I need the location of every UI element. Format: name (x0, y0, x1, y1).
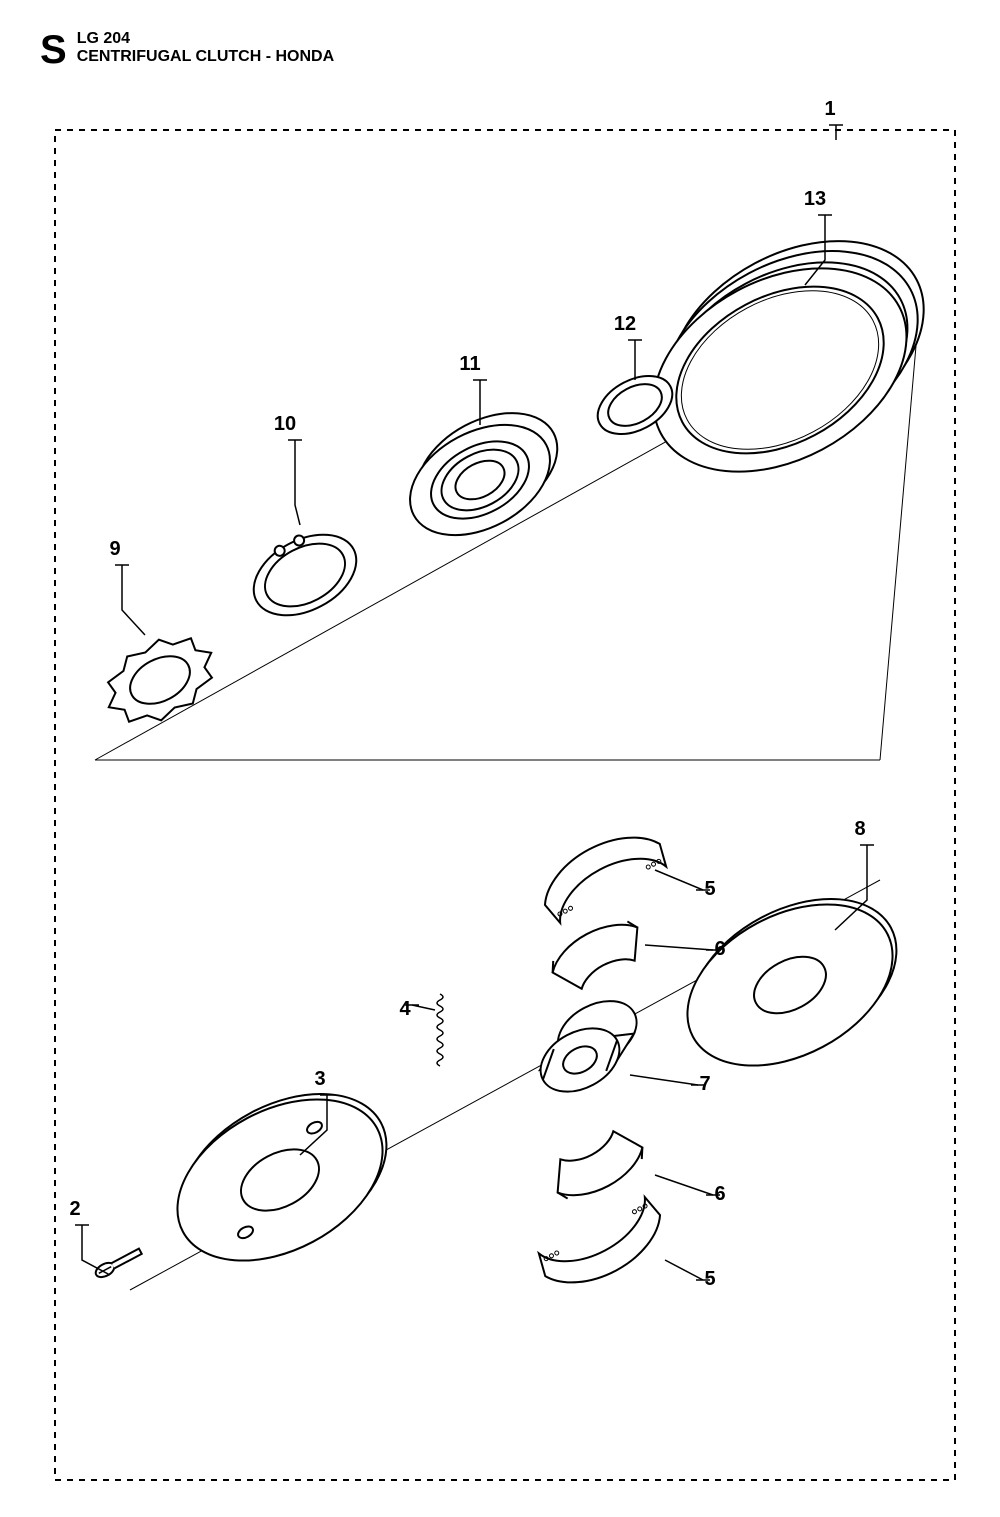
svg-text:7: 7 (699, 1073, 710, 1095)
svg-text:6: 6 (714, 1183, 725, 1205)
svg-text:5: 5 (704, 1268, 715, 1290)
svg-text:13: 13 (804, 188, 826, 210)
svg-text:6: 6 (714, 938, 725, 960)
svg-text:11: 11 (459, 353, 480, 375)
svg-text:5: 5 (704, 878, 715, 900)
page: S LG 204 CENTRIFUGAL CLUTCH - HONDA 1234… (0, 0, 1000, 1517)
svg-text:12: 12 (614, 313, 636, 335)
svg-text:8: 8 (854, 818, 865, 840)
svg-text:9: 9 (109, 538, 120, 560)
svg-text:1: 1 (824, 98, 835, 120)
svg-text:3: 3 (314, 1068, 325, 1090)
svg-text:10: 10 (274, 413, 296, 435)
svg-text:4: 4 (399, 998, 411, 1020)
exploded-diagram: 1234556678910111213 (0, 0, 1000, 1517)
svg-text:2: 2 (69, 1198, 80, 1220)
